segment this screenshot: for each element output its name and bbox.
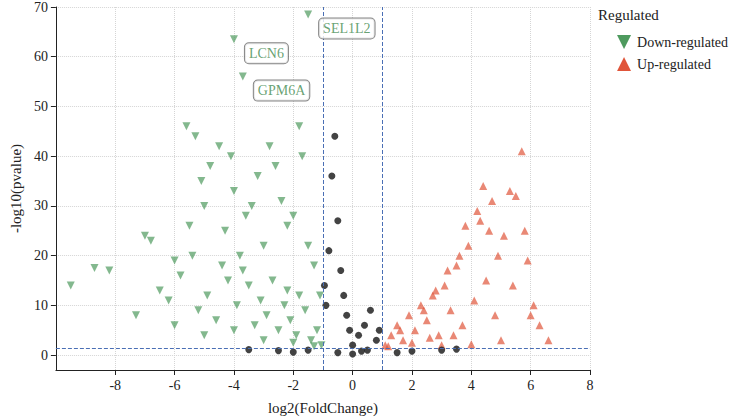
- svg-text:GPM6A: GPM6A: [258, 83, 306, 98]
- svg-text:-8: -8: [109, 378, 121, 393]
- svg-text:70: 70: [34, 0, 48, 15]
- svg-text:Regulated: Regulated: [598, 7, 659, 23]
- svg-text:8: 8: [587, 378, 594, 393]
- svg-text:-log10(pvalue): -log10(pvalue): [8, 144, 25, 233]
- svg-text:0: 0: [41, 348, 48, 363]
- svg-text:6: 6: [527, 378, 534, 393]
- svg-text:-6: -6: [169, 378, 181, 393]
- svg-text:30: 30: [34, 198, 48, 213]
- svg-text:60: 60: [34, 49, 48, 64]
- svg-text:2: 2: [408, 378, 415, 393]
- svg-text:Down-regulated: Down-regulated: [637, 35, 728, 50]
- svg-text:10: 10: [34, 298, 48, 313]
- svg-text:Up-regulated: Up-regulated: [637, 57, 711, 72]
- svg-text:-2: -2: [287, 378, 299, 393]
- svg-text:50: 50: [34, 99, 48, 114]
- svg-text:-4: -4: [228, 378, 240, 393]
- svg-text:0: 0: [349, 378, 356, 393]
- svg-text:20: 20: [34, 248, 48, 263]
- svg-text:4: 4: [468, 378, 475, 393]
- svg-text:LCN6: LCN6: [249, 46, 284, 61]
- svg-text:log2(FoldChange): log2(FoldChange): [268, 400, 378, 417]
- svg-text:40: 40: [34, 149, 48, 164]
- svg-text:SEL1L2: SEL1L2: [323, 21, 370, 36]
